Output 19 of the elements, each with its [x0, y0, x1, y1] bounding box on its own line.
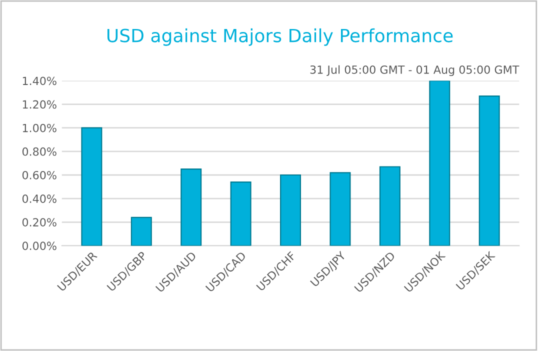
- bar: [81, 127, 102, 246]
- y-tick-label: 0.80%: [22, 147, 56, 156]
- y-tick-label: 1.40%: [22, 76, 56, 86]
- y-tick-label: 0.00%: [22, 242, 56, 250]
- bar: [330, 172, 351, 246]
- bar: [429, 80, 450, 246]
- y-tick-label: 0.60%: [22, 170, 56, 180]
- bar: [130, 216, 152, 246]
- y-tick-label: 0.20%: [22, 218, 56, 227]
- y-tick-label: 1.00%: [22, 124, 56, 132]
- bar: [180, 168, 202, 246]
- bar: [379, 166, 400, 246]
- y-tick-label: 0.40%: [22, 194, 56, 203]
- bar: [478, 95, 500, 246]
- chart-title: USD against Majors Daily Performance: [107, 28, 453, 46]
- y-tick-label: 1.20%: [22, 100, 56, 109]
- chart-subtitle: 31 Jul 05:00 GMT - 01 Aug 05:00 GMT: [310, 65, 520, 76]
- bar: [280, 174, 302, 246]
- bar: [230, 182, 252, 246]
